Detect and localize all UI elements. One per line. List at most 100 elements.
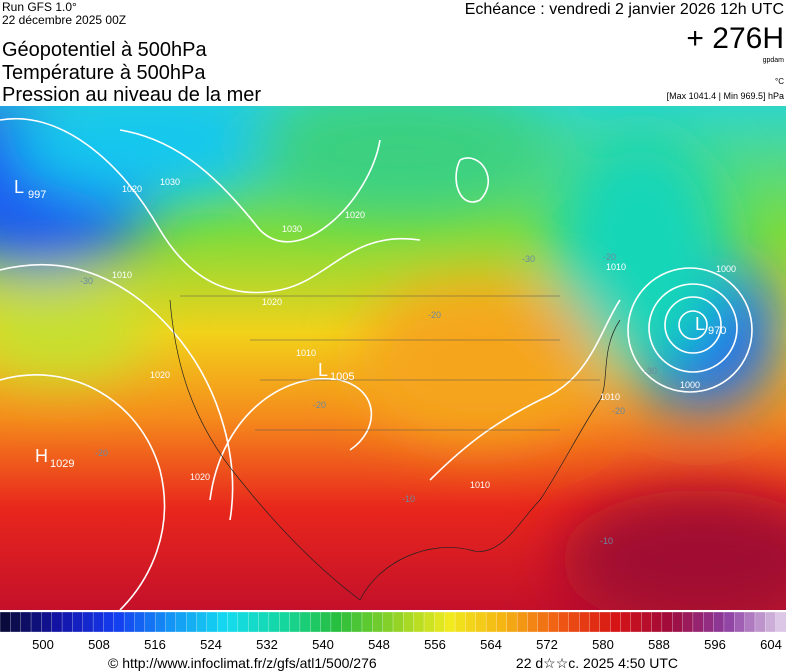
temperature-label: -20 — [612, 406, 625, 416]
colorbar-swatch — [196, 611, 208, 633]
colorbar-swatch — [754, 611, 766, 633]
colorbar-label: 572 — [536, 637, 558, 652]
run-date: 22 décembre 2025 00Z — [2, 13, 126, 27]
colorbar-swatch — [51, 611, 63, 633]
colorbar-swatch — [279, 611, 291, 633]
isobars — [0, 117, 753, 610]
isobar-label: 1010 — [470, 480, 490, 490]
colorbar-swatch — [103, 611, 115, 633]
colorbar-swatch — [527, 611, 539, 633]
map-field: L 997 H 1029 L 1005 L 970 1020 1030 1010 10… — [0, 106, 786, 610]
center-value: 1029 — [50, 458, 74, 470]
isobar-label: 1010 — [296, 348, 316, 358]
isobar-label: 1020 — [190, 472, 210, 482]
colorbar-swatch — [661, 611, 673, 633]
colorbar-swatch — [299, 611, 311, 633]
colorbar-swatch — [217, 611, 229, 633]
colorbar-swatch — [227, 611, 239, 633]
colorbar-label: 532 — [256, 637, 278, 652]
colorbar-swatch — [775, 611, 786, 633]
colorbar-swatch — [330, 611, 342, 633]
title: Température à 500hPa — [2, 62, 206, 84]
colorbar-swatch — [186, 611, 198, 633]
colorbar-swatch — [620, 611, 632, 633]
colorbar-swatch — [475, 611, 487, 633]
center-letter: L — [318, 360, 328, 380]
colorbar-swatch — [672, 611, 684, 633]
colorbar-swatch — [641, 611, 653, 633]
colorbar-swatch — [589, 611, 601, 633]
colorbar-swatch — [82, 611, 94, 633]
colorbar-swatch — [310, 611, 322, 633]
temperature-label: -20 — [313, 400, 326, 410]
colorbar-swatch — [547, 611, 560, 633]
temperature-label: -20 — [95, 448, 108, 458]
colorbar-swatch — [144, 611, 156, 633]
colorbar-swatch — [10, 611, 22, 633]
colorbar-swatch — [454, 611, 467, 633]
colorbar-swatch — [72, 611, 84, 633]
temperature-label: -30 — [80, 276, 93, 286]
colorbar-swatch — [361, 611, 373, 633]
isobar-label: 1010 — [606, 262, 626, 272]
temperature-label: -20 — [603, 252, 616, 262]
pressure-extremes: [Max 1041.4 | Min 969.5] hPa — [667, 91, 784, 101]
colorbar-swatch — [30, 611, 43, 633]
center-letter: L — [695, 314, 705, 334]
isobar-label: 1020 — [150, 370, 170, 380]
source-url: © http://www.infoclimat.fr/z/gfs/atl1/50… — [108, 655, 377, 671]
colorbar-swatch — [206, 611, 218, 633]
colorbar-swatch — [0, 611, 11, 633]
colorbar-swatch — [630, 611, 642, 633]
colorbar-swatch — [734, 611, 746, 633]
colorbar-swatch — [485, 611, 498, 633]
colorbar-swatch — [599, 611, 611, 633]
center-value: 997 — [28, 189, 46, 201]
colorbar-label: 596 — [704, 637, 726, 652]
colorbar-label: 548 — [368, 637, 390, 652]
colorbar-swatch — [516, 611, 529, 633]
colorbar-label: 564 — [480, 637, 502, 652]
colorbar-swatch — [558, 611, 570, 633]
forecast-time: Echéance : vendredi 2 janvier 2026 12h U… — [465, 1, 784, 18]
temperature-label: -20 — [428, 310, 441, 320]
colorbar-swatch — [723, 611, 735, 633]
center-value: 1005 — [330, 371, 354, 383]
colorbar-swatch — [506, 611, 518, 633]
colorbar-swatch — [341, 611, 353, 633]
unit-temperature: °C — [775, 77, 784, 86]
run-label: Run GFS 1.0° — [2, 0, 77, 14]
colorbar-swatch — [537, 611, 549, 633]
colorbar-swatch — [154, 611, 167, 633]
colorbar-swatch — [372, 611, 384, 633]
colorbar-swatch — [744, 611, 756, 633]
isobar-label: 1000 — [716, 264, 736, 274]
colorbar-swatch — [682, 611, 694, 633]
colorbar: 500 508 516 524 532 540 548 556 564 572 580 588 596 6… — [0, 611, 786, 652]
center-letter: L — [14, 177, 24, 197]
colorbar-swatch — [423, 611, 436, 633]
colorbar-swatch — [237, 611, 249, 633]
isobar-label: 1030 — [282, 224, 302, 234]
colorbar-label: 500 — [32, 637, 54, 652]
colorbar-swatch — [113, 611, 125, 633]
colorbar-swatch — [289, 611, 301, 633]
colorbar-swatch — [41, 611, 53, 633]
colorbar-swatch — [165, 611, 177, 633]
colorbar-label: 540 — [312, 637, 334, 652]
temperature-label: -30 — [644, 366, 657, 376]
colorbar-swatch — [320, 611, 332, 633]
colorbar-swatch — [20, 611, 32, 633]
colorbar-label: 588 — [648, 637, 670, 652]
colorbar-swatch — [651, 611, 663, 633]
unit-geopotential: gpdam — [763, 57, 785, 64]
colorbar-label: 580 — [592, 637, 614, 652]
title: Géopotentiel à 500hPa — [2, 39, 207, 61]
colorbar-swatch — [123, 611, 136, 633]
colorbar-label: 524 — [200, 637, 222, 652]
temperature-label: -10 — [600, 536, 613, 546]
temperature-label: -10 — [402, 494, 415, 504]
center-letter: H — [35, 446, 48, 466]
colorbar-swatch — [175, 611, 187, 633]
